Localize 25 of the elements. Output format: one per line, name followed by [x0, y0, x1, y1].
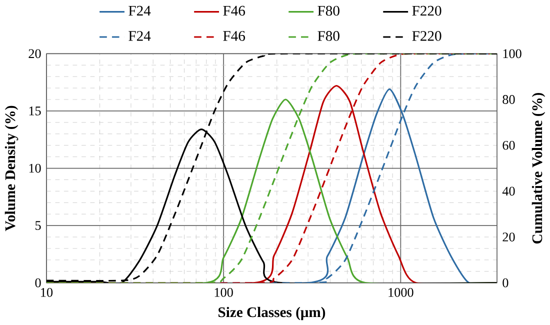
legend-label: F80	[318, 31, 340, 41]
y2-tick-label: 60	[502, 140, 515, 150]
x-tick-label: 10	[41, 288, 53, 297]
y-tick-label: 15	[29, 106, 41, 116]
y2-tick-label: 0	[502, 278, 508, 288]
y-tick-label: 5	[36, 221, 41, 230]
y-tick-label: 20	[28, 49, 41, 58]
y2-tick-label: 80	[502, 95, 515, 104]
y2-axis-title: Cumulative Volume (%)	[532, 92, 546, 244]
y2-tick-label: 40	[502, 186, 515, 196]
y-tick-label: 0	[35, 278, 41, 288]
legend-label: F80	[318, 6, 340, 16]
legend-label: F24	[128, 6, 151, 16]
y2-tick-label: 100	[503, 49, 522, 58]
legend-label: F220	[412, 6, 442, 16]
x-tick-label: 100	[214, 288, 233, 297]
legend-label: F24	[128, 31, 151, 41]
x-tick-label: 1000	[388, 288, 414, 297]
x-axis-title: Size Classes (μm)	[218, 306, 326, 320]
y2-tick-label: 20	[502, 232, 515, 242]
y-axis-title: Volume Density (%)	[4, 106, 18, 232]
legend-label: F220	[412, 31, 442, 41]
legend-label: F46	[223, 6, 246, 16]
legend-label: F46	[223, 31, 246, 41]
y-tick-label: 10	[29, 164, 41, 173]
